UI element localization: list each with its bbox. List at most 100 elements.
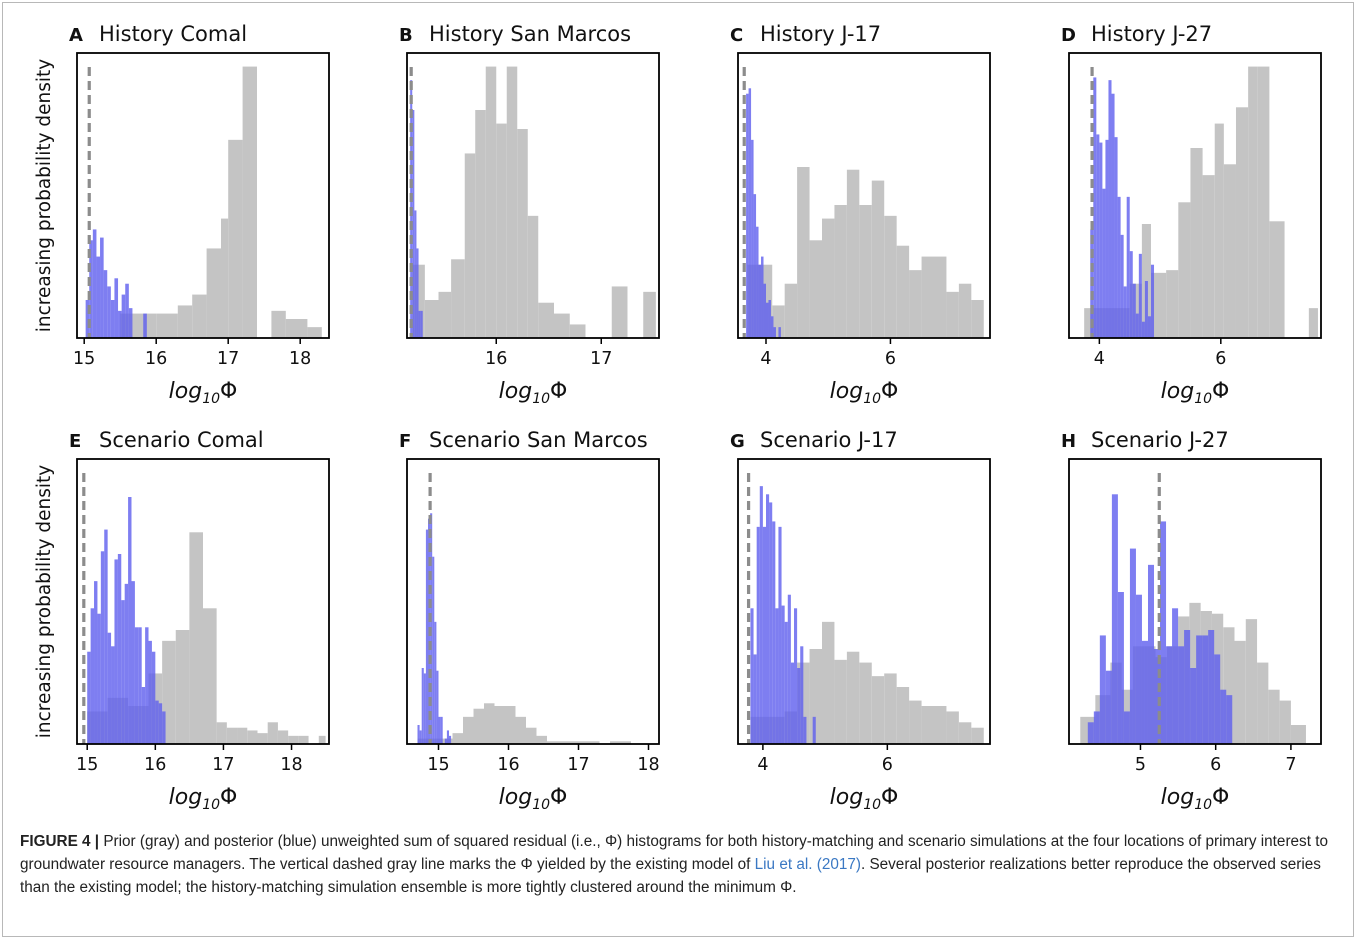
prior-bar — [1223, 164, 1236, 338]
posterior-bar — [434, 621, 437, 744]
posterior-bar — [94, 581, 98, 744]
posterior-bar — [416, 248, 419, 338]
prior-bar — [568, 741, 579, 744]
posterior-bar — [446, 730, 449, 744]
prior-bar — [517, 129, 528, 338]
x-tick-label: 16 — [485, 349, 507, 369]
posterior-bar — [1147, 564, 1155, 744]
posterior-bar — [118, 310, 122, 338]
posterior-bar — [103, 270, 108, 338]
prior-bar — [438, 291, 452, 338]
posterior-bar — [1111, 93, 1115, 339]
prior-bar — [946, 291, 959, 338]
figure-caption: FIGURE 4 | Prior (gray) and posterior (b… — [20, 830, 1338, 899]
posterior-bar — [138, 627, 142, 744]
x-axis-label-log: log — [499, 785, 533, 810]
prior-bar — [1308, 308, 1318, 338]
axes-frame — [76, 52, 330, 339]
axes-frame — [76, 458, 330, 745]
posterior-bar — [423, 673, 426, 744]
x-axis-label-phi: Φ — [550, 379, 567, 404]
prior-bar — [946, 711, 959, 744]
prior-bar — [527, 215, 539, 338]
prior-bar — [834, 205, 847, 338]
posterior-bar — [141, 687, 146, 744]
x-tick-label: 18 — [637, 755, 659, 775]
x-axis-label-sub: 10 — [532, 797, 550, 813]
posterior-bar — [1108, 80, 1112, 338]
panel-title: History J-17 — [760, 22, 881, 46]
prior-bar — [846, 651, 860, 744]
posterior-bar — [781, 605, 785, 744]
prior-bar — [1234, 640, 1246, 744]
prior-bar — [288, 735, 299, 744]
posterior-bar — [772, 521, 776, 744]
posterior-bar — [100, 551, 105, 744]
panel-letter: H — [1061, 431, 1076, 452]
x-tick-label: 17 — [212, 755, 234, 775]
x-axis-label: log10Φ — [830, 379, 899, 407]
prior-bar — [822, 621, 835, 744]
posterior-bar — [1105, 139, 1109, 338]
x-tick-label: 7 — [1285, 755, 1296, 775]
x-tick-label: 15 — [73, 349, 95, 369]
x-axis-label-phi: Φ — [220, 785, 237, 810]
posterior-bar — [1117, 592, 1124, 744]
posterior-bar — [104, 529, 108, 744]
posterior-bar — [803, 716, 807, 744]
prior-bar — [557, 741, 568, 744]
posterior-bar — [770, 316, 774, 338]
prior-bar — [896, 687, 910, 744]
panel-letter: G — [730, 431, 745, 452]
posterior-bar — [1226, 695, 1233, 744]
prior-bar — [189, 532, 203, 744]
posterior-bar — [1144, 281, 1148, 338]
prior-bar — [1268, 689, 1280, 744]
prior-bar — [1248, 66, 1258, 338]
x-axis-label-phi: Φ — [1212, 785, 1229, 810]
y-axis-label: increasing probability density — [34, 59, 55, 333]
prior-bar — [797, 167, 810, 338]
prior-bar — [1223, 627, 1235, 744]
prior-bar — [515, 716, 526, 744]
prior-bar — [971, 727, 984, 744]
prior-bar — [1178, 202, 1191, 338]
posterior-bar — [1093, 77, 1097, 339]
posterior-bar — [125, 283, 129, 338]
axes-frame — [737, 458, 991, 745]
prior-bar — [1245, 619, 1258, 744]
prior-bar — [494, 706, 505, 744]
posterior-bar — [96, 256, 101, 338]
posterior-bar — [444, 738, 447, 744]
posterior-bar — [1150, 264, 1155, 338]
axes-frame — [1068, 458, 1322, 745]
posterior-bar — [790, 662, 794, 744]
x-axis-label: log10Φ — [169, 379, 238, 407]
posterior-bar — [773, 327, 776, 338]
posterior-bar — [756, 526, 760, 744]
prior-bar — [784, 283, 798, 338]
caption-reference-link[interactable]: Liu et al. (2017) — [754, 856, 861, 873]
x-tick-label: 4 — [760, 349, 771, 369]
prior-bar — [896, 245, 910, 338]
prior-bar — [277, 730, 289, 744]
posterior-bar — [758, 264, 762, 338]
x-axis-label-log: log — [1161, 379, 1195, 404]
posterior-bar — [110, 300, 115, 338]
prior-bar — [216, 722, 227, 744]
prior-bar — [506, 66, 518, 338]
posterior-bar — [812, 716, 816, 744]
prior-bar — [221, 218, 229, 338]
posterior-bar — [1114, 137, 1118, 338]
x-axis-label-sub: 10 — [202, 797, 220, 813]
x-axis-label-sub: 10 — [863, 797, 881, 813]
panel-a: 15 16 17 18 log10Φ A History Comal — [69, 22, 330, 407]
prior-bar — [538, 302, 554, 338]
posterior-bar — [1135, 594, 1142, 744]
prior-bar — [834, 659, 847, 744]
x-axis-label-sub: 10 — [532, 391, 550, 407]
caption-body: Prior (gray) and posterior (blue) unweig… — [20, 833, 1328, 873]
posterior-bar — [1196, 635, 1203, 744]
prior-bar — [247, 730, 258, 744]
